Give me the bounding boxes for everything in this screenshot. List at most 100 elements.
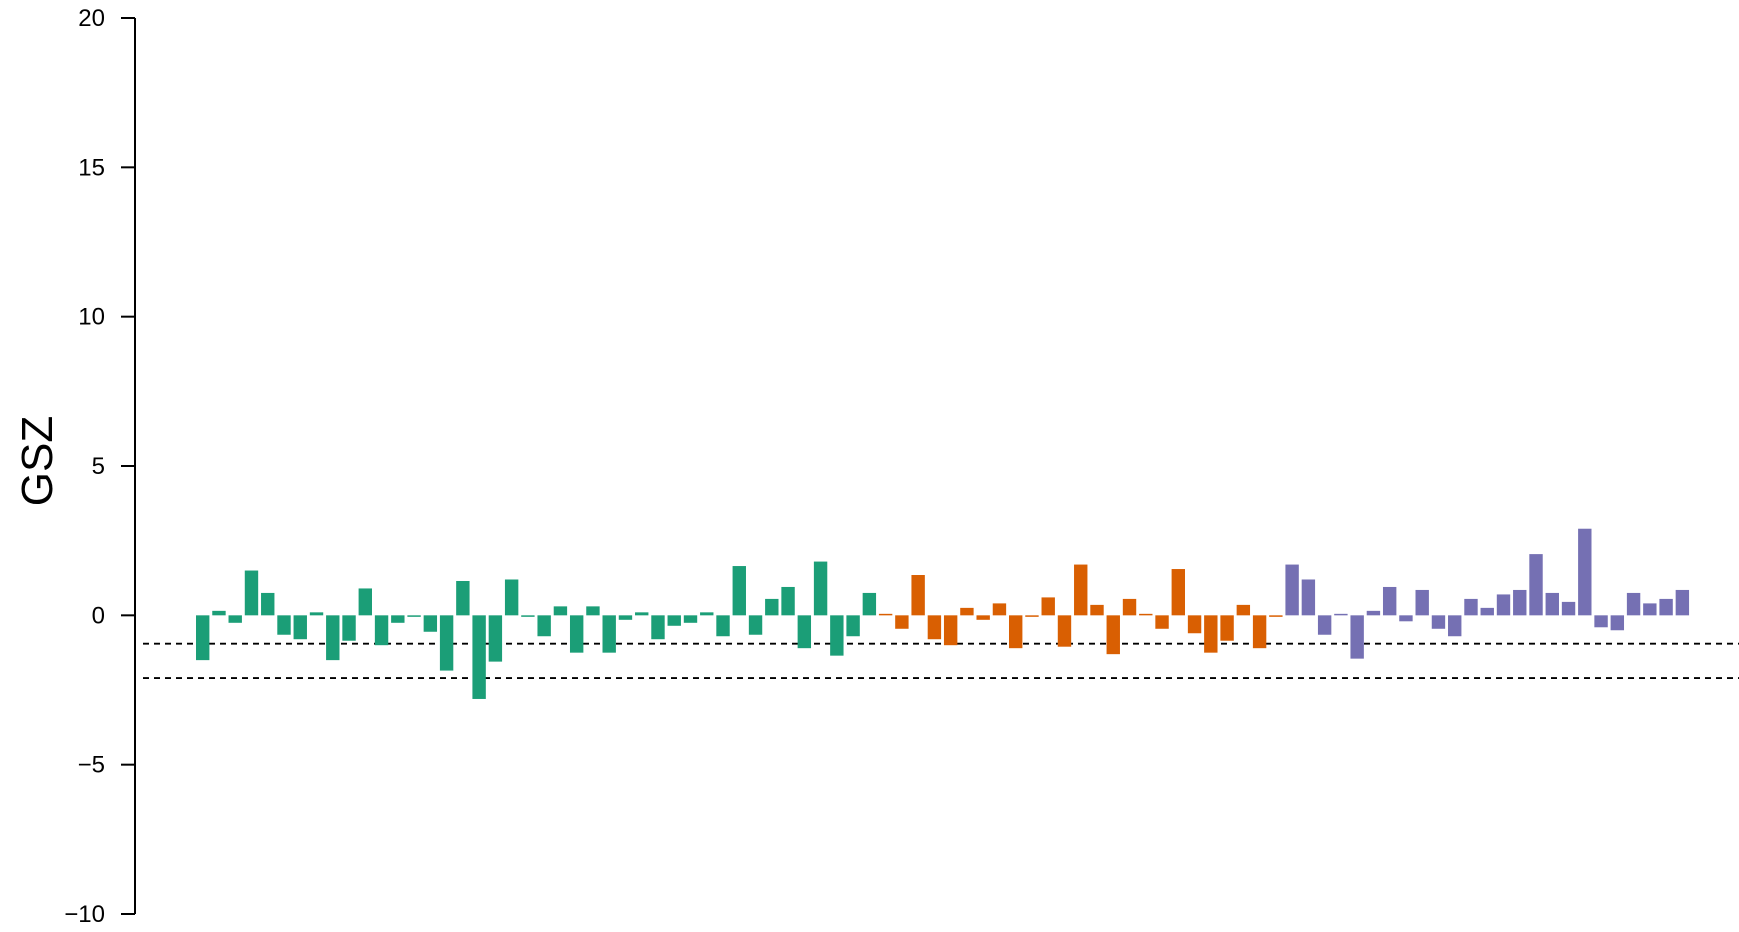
bar	[1529, 554, 1543, 616]
bar	[391, 615, 405, 623]
bar	[700, 612, 714, 616]
bar	[1009, 615, 1023, 649]
bar	[992, 603, 1007, 616]
bar	[1317, 615, 1332, 635]
reference-lines	[143, 642, 1739, 679]
bar	[1545, 592, 1559, 616]
bar	[1074, 564, 1088, 616]
y-tick-label: 10	[78, 304, 105, 331]
bar	[830, 615, 844, 656]
y-tick-label: −10	[64, 901, 105, 928]
bar	[1610, 615, 1625, 631]
y-axis-title: GSZ	[13, 416, 62, 506]
bar	[553, 606, 568, 616]
bar	[1448, 615, 1462, 637]
bar	[1155, 615, 1169, 629]
bar	[765, 598, 779, 616]
bar	[635, 612, 649, 616]
bar	[1204, 615, 1218, 653]
y-tick-label: −5	[78, 752, 105, 779]
bar	[1513, 589, 1527, 616]
y-tick-label: 5	[92, 453, 105, 480]
bar	[976, 615, 990, 620]
bar	[716, 615, 730, 637]
bar	[846, 615, 860, 637]
bar	[1675, 589, 1690, 616]
bar	[813, 561, 828, 616]
bars	[196, 528, 1690, 699]
bar	[1220, 615, 1234, 641]
bar	[196, 615, 210, 661]
bar	[1106, 615, 1120, 655]
bar	[602, 615, 616, 653]
bar	[732, 566, 746, 616]
bar	[1285, 564, 1299, 616]
bar	[342, 615, 356, 641]
bar	[1578, 528, 1592, 616]
bar	[358, 588, 372, 616]
bar	[895, 615, 909, 629]
bar	[407, 615, 421, 617]
bar	[309, 612, 324, 616]
bar	[667, 615, 681, 626]
y-tick-label: 20	[78, 5, 105, 32]
bar	[521, 615, 535, 617]
bar	[1269, 615, 1283, 617]
bar	[1252, 615, 1267, 649]
bar	[1334, 613, 1348, 616]
bar	[537, 615, 551, 637]
bar	[1350, 615, 1364, 659]
bar	[569, 615, 584, 653]
bar	[1659, 598, 1673, 616]
bar	[439, 615, 454, 671]
y-axis: −10 −5 0 5 10 15 20	[64, 5, 136, 928]
bar	[1122, 598, 1137, 616]
bar	[1236, 604, 1251, 616]
bar	[1187, 615, 1202, 634]
bar	[943, 615, 958, 646]
bar	[1025, 615, 1039, 617]
bar	[472, 615, 486, 699]
y-tick-label: 0	[92, 602, 105, 629]
y-tick-label: 15	[78, 154, 105, 181]
bar	[618, 615, 633, 620]
bar	[1415, 589, 1429, 616]
bar	[1643, 603, 1657, 616]
bar	[244, 570, 259, 616]
bar	[1041, 597, 1055, 616]
bar	[781, 586, 795, 616]
bar	[1496, 594, 1511, 616]
bar	[911, 575, 925, 616]
bar	[456, 580, 470, 616]
bar	[878, 613, 893, 616]
bar	[326, 615, 340, 661]
bar	[1561, 601, 1576, 616]
bar	[960, 607, 974, 616]
bar	[683, 615, 698, 623]
bar	[504, 579, 519, 616]
bar	[1431, 615, 1446, 629]
bar	[423, 615, 438, 632]
bar	[862, 592, 877, 616]
bar	[1171, 569, 1185, 616]
bar	[748, 615, 763, 635]
bar	[277, 615, 291, 635]
bar	[1626, 592, 1641, 616]
bar	[586, 606, 600, 616]
bar	[1366, 610, 1381, 616]
bar	[1399, 615, 1413, 622]
bar	[228, 615, 242, 623]
bar	[927, 615, 942, 640]
bar	[1594, 615, 1608, 628]
bar	[1382, 586, 1397, 616]
bar	[1057, 615, 1072, 647]
bar	[651, 615, 665, 640]
bar	[212, 610, 226, 616]
bar	[1301, 579, 1316, 616]
bar	[1464, 598, 1478, 616]
bar	[261, 592, 275, 616]
bar	[1480, 607, 1494, 616]
bar	[488, 615, 503, 662]
bar	[293, 615, 307, 640]
